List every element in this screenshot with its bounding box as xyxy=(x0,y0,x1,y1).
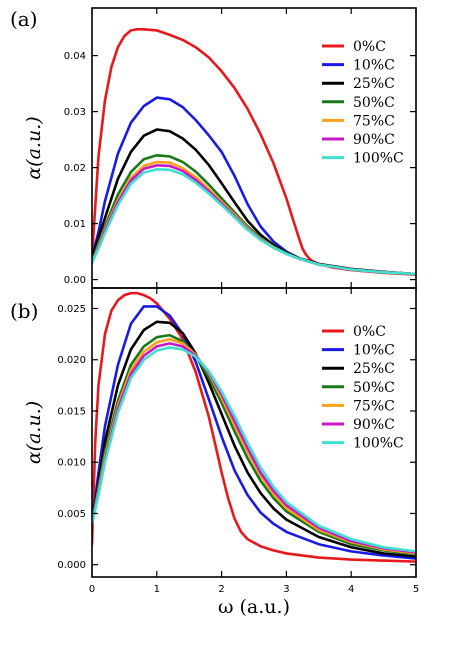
legend-label: 100%C xyxy=(353,151,404,167)
panel-1: 0.00 0.01 0.02 0.03 0.04 (a) α(a.u.) 0%C 10%C 25%… xyxy=(10,7,417,289)
series-line-7 xyxy=(92,346,416,553)
legend-label: 75%C xyxy=(353,113,395,129)
y-tick-label: 0.00 xyxy=(64,275,86,286)
legend-label: 50%C xyxy=(353,380,395,396)
legend-label: 25%C xyxy=(353,361,395,377)
legend-label: 90%C xyxy=(353,132,395,148)
x-tick-label: 3 xyxy=(283,584,289,595)
x-tick-label: 5 xyxy=(413,584,419,595)
y-tick-label: 0.010 xyxy=(57,458,86,469)
series-line-4 xyxy=(92,333,416,556)
legend-label: 25%C xyxy=(353,76,395,92)
x-tick-label: 0 xyxy=(89,584,95,595)
legend-label: 75%C xyxy=(353,398,395,414)
series-line-3 xyxy=(92,320,416,558)
y-tick-label: 0.02 xyxy=(64,163,86,174)
series-line-2 xyxy=(92,305,416,560)
legend: 0%C 10%C 25%C 50%C 75%C 90%C 100%C xyxy=(322,39,404,167)
series-line-7 xyxy=(92,167,416,276)
y-tick-label: 0.01 xyxy=(64,219,86,230)
panel-label: (b) xyxy=(10,299,38,323)
x-tick-label: 4 xyxy=(348,584,354,595)
legend-label: 50%C xyxy=(353,95,395,111)
panel-label: (a) xyxy=(10,7,38,31)
legend-label: 10%C xyxy=(353,58,395,74)
series-line-6 xyxy=(92,164,416,276)
x-tick-label: 2 xyxy=(218,584,224,595)
legend-label: 10%C xyxy=(353,343,395,359)
y-tick-label: 0.015 xyxy=(57,406,86,417)
legend-label: 90%C xyxy=(353,417,395,433)
y-tick-label: 0.025 xyxy=(57,304,86,315)
y-tick-label: 0.04 xyxy=(64,51,86,62)
y-tick-label: 0.03 xyxy=(64,107,86,118)
series-line-5 xyxy=(92,160,416,276)
y-axis-title: α(a.u.) xyxy=(23,401,45,464)
y-axis-title: α(a.u.) xyxy=(23,116,45,179)
axes-frame xyxy=(91,287,417,578)
x-axis-title: ω (a.u.) xyxy=(218,596,290,618)
plot-area xyxy=(92,27,416,276)
x-tick-label: 1 xyxy=(154,584,160,595)
y-tick-label: 0.005 xyxy=(57,509,86,520)
legend: 0%C 10%C 25%C 50%C 75%C 90%C 100%C xyxy=(322,324,404,452)
legend-label: 0%C xyxy=(353,324,386,340)
plot-area xyxy=(92,291,416,563)
legend-label: 0%C xyxy=(353,39,386,55)
y-tick-label: 0.020 xyxy=(57,355,86,366)
legend-label: 100%C xyxy=(353,436,404,452)
series-line-1 xyxy=(92,291,416,563)
y-tick-label: 0.000 xyxy=(57,560,86,571)
panel-2: 0 1 2 3 4 5 0.000 0.005 0.010 0.015 0.020 0.025 (b) α… xyxy=(10,287,419,618)
